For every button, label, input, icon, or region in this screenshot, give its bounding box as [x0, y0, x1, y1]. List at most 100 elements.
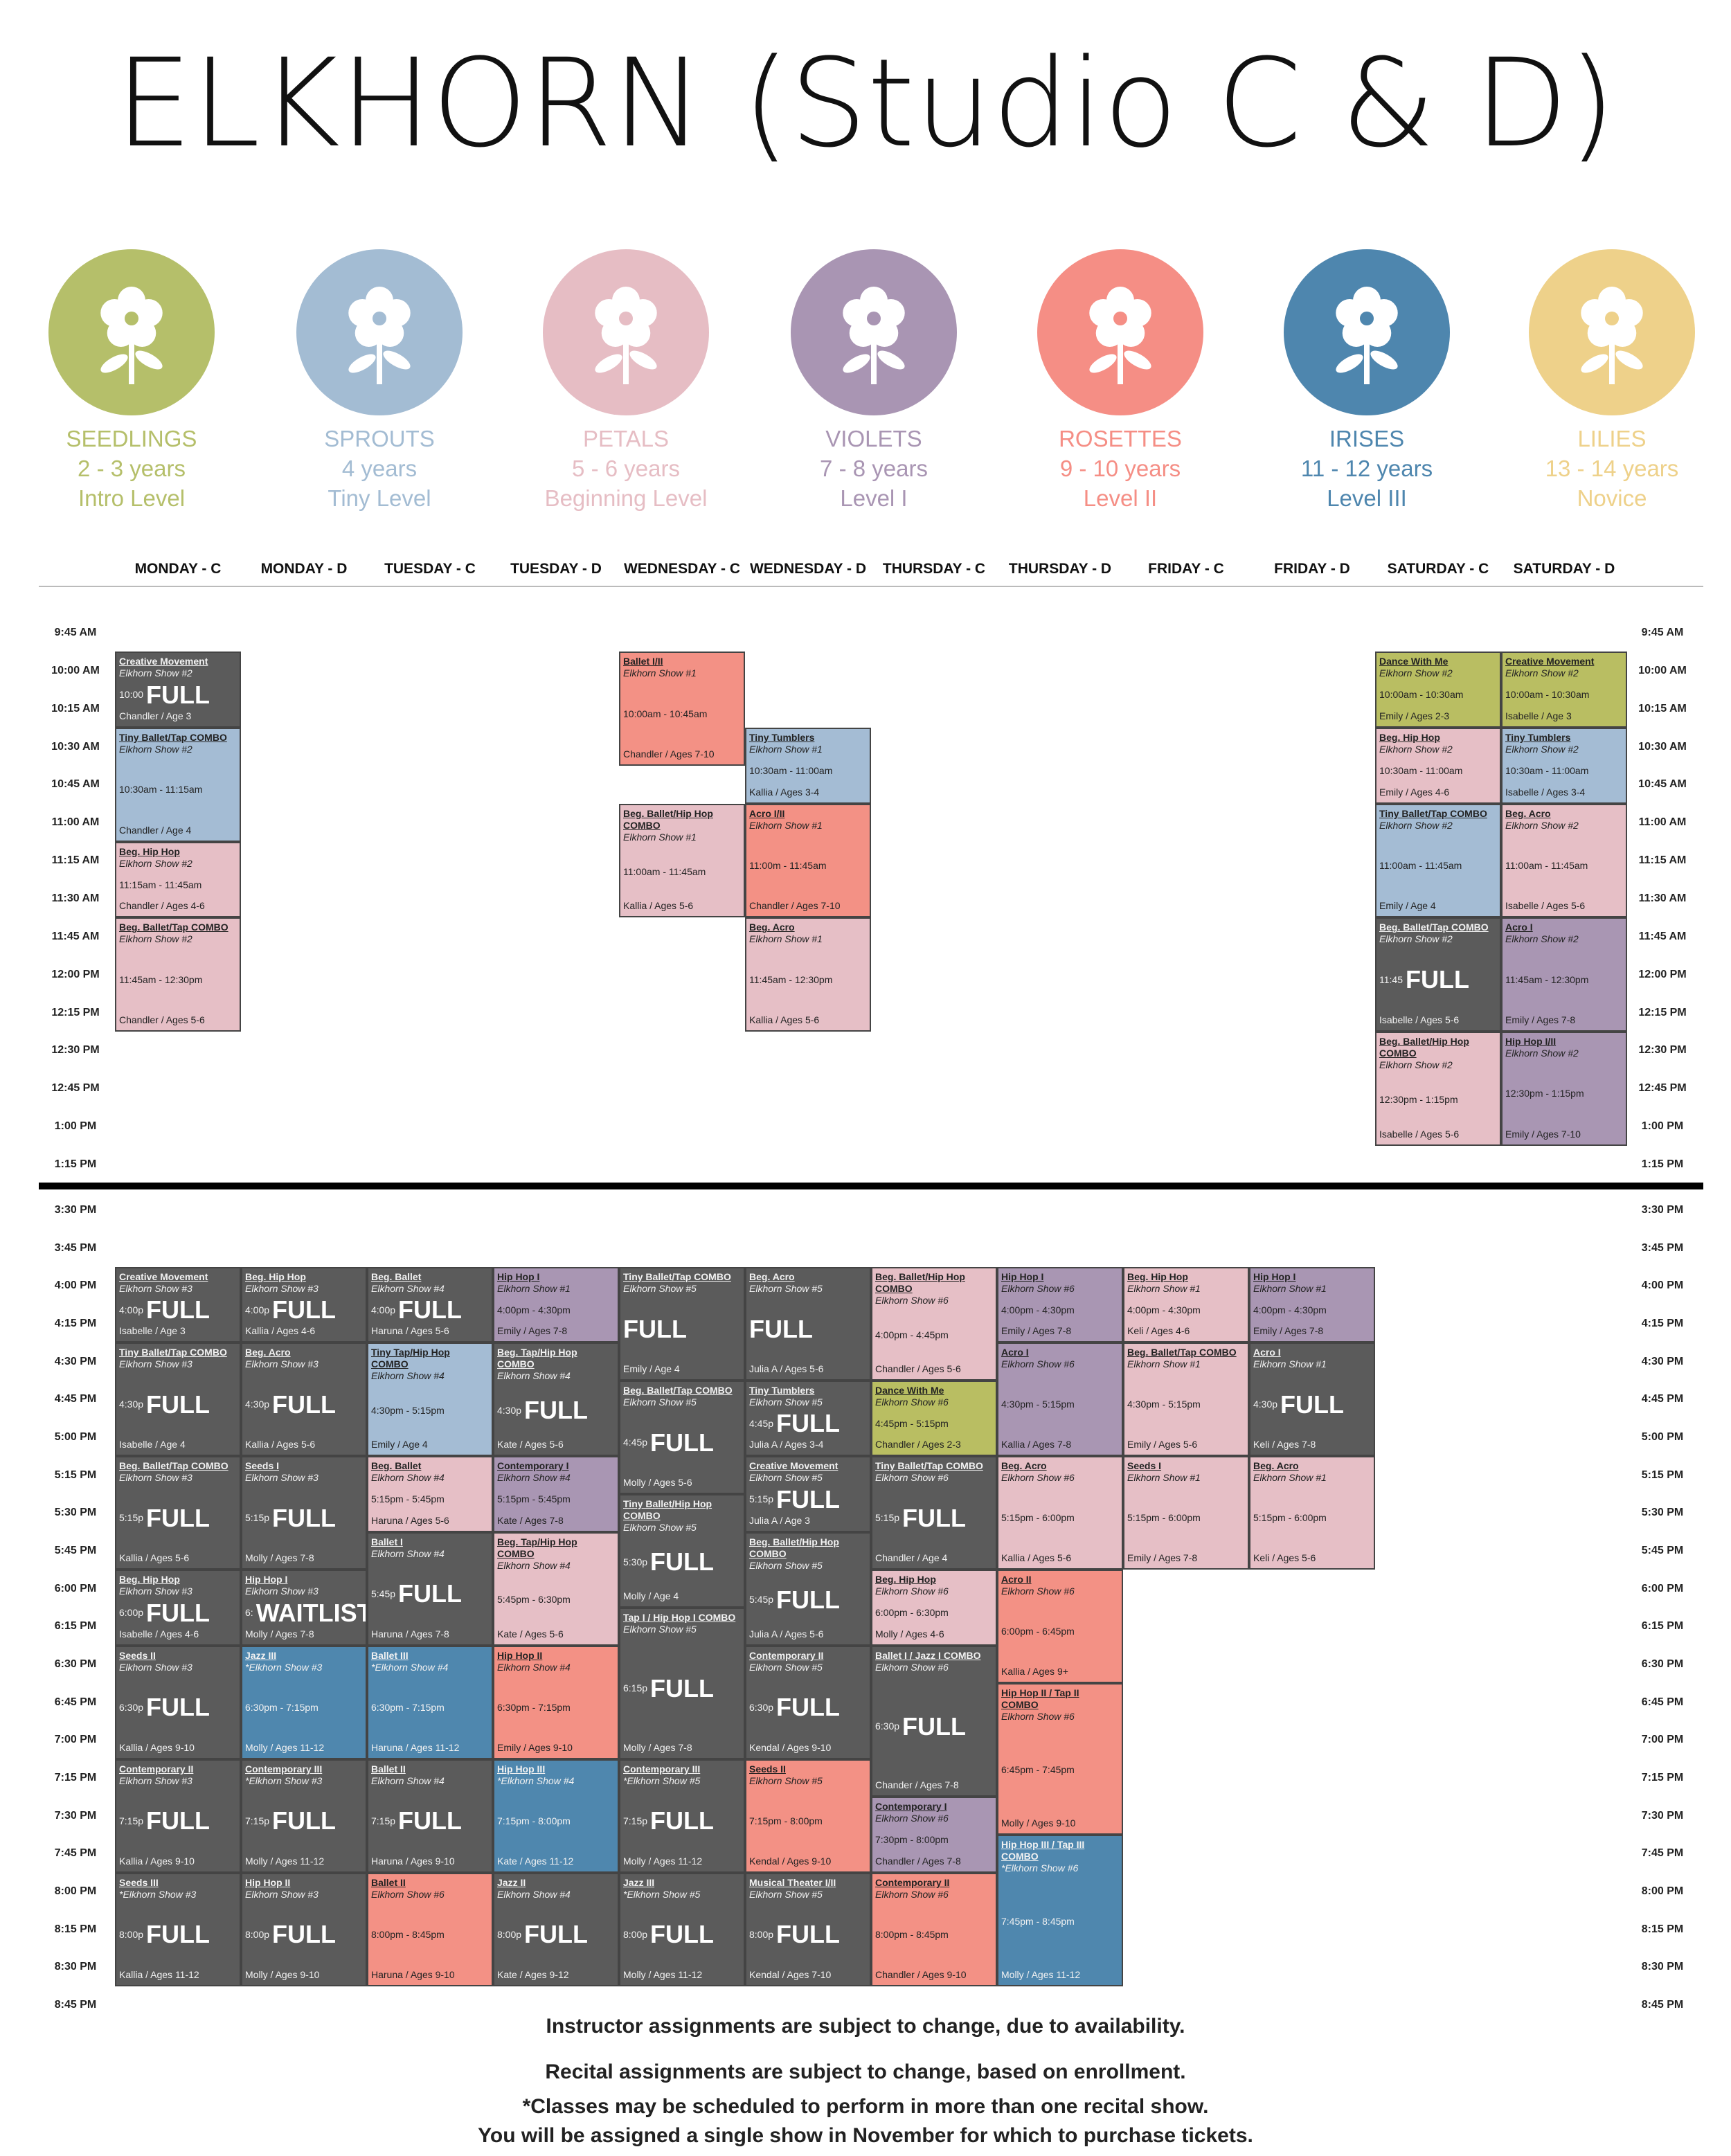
- time-label: 12:00 PM: [1638, 968, 1687, 980]
- time-label: 11:00 AM: [51, 816, 100, 829]
- time-label: 4:45 PM: [1641, 1393, 1684, 1405]
- class-show: Elkhorn Show #4: [497, 1472, 571, 1484]
- class-name: Contemporary III: [623, 1763, 701, 1775]
- time-label: 6:30 PM: [1641, 1658, 1684, 1671]
- class-time-row: FULL: [749, 1315, 867, 1342]
- footnote: You will be assigned a single show in No…: [478, 2124, 1253, 2147]
- day-header: WEDNESDAY - C: [623, 561, 741, 577]
- class-time-row: 11:45am - 12:30pm: [1505, 974, 1623, 986]
- level-level: Level II: [1083, 485, 1158, 511]
- class-status: FULL: [146, 1503, 210, 1532]
- class-time-row: 8:00p FULL: [623, 1921, 741, 1948]
- flower-glyph: [843, 287, 905, 384]
- level-ages: 13 - 14 years: [1545, 456, 1679, 481]
- class-show: Elkhorn Show #3: [245, 1472, 319, 1484]
- class-time-row: 5:30p FULL: [623, 1549, 741, 1575]
- day-header: FRIDAY - C: [1148, 561, 1224, 577]
- class-show: Elkhorn Show #4: [497, 1559, 571, 1571]
- class-name: Beg. Acro: [245, 1347, 291, 1358]
- class-show: Elkhorn Show #3: [119, 1585, 192, 1597]
- level-icon: [1037, 249, 1203, 415]
- class-block: Beg. Ballet/Hip Hop COMBO Elkhorn Show #5…: [745, 1531, 871, 1646]
- class-time-row: 4:00p FULL: [371, 1297, 489, 1323]
- class-show: *Elkhorn Show #5: [623, 1888, 701, 1900]
- class-time: 5:15pm - 5:45pm: [497, 1493, 571, 1504]
- class-block: Ballet I/II Elkhorn Show #1 10:00am - 10:4…: [619, 652, 745, 766]
- class-time: 7:45pm - 8:45pm: [1001, 1915, 1075, 1927]
- class-time-row: 5:15p FULL: [119, 1503, 237, 1532]
- time-label: 12:15 PM: [1638, 1006, 1687, 1018]
- class-status: FULL: [902, 1503, 967, 1532]
- class-instructor: Kendal / Ages 7-10: [749, 1968, 832, 1980]
- class-block: Beg. Ballet/Tap COMBO Elkhorn Show #2 11:4…: [1375, 917, 1501, 1032]
- class-show: Elkhorn Show #3: [119, 1472, 192, 1484]
- level-name: LILIES: [1577, 426, 1647, 451]
- class-time-row: 6:30pm - 7:15pm: [371, 1702, 489, 1714]
- time-label: 11:30 AM: [1638, 892, 1687, 905]
- class-time-row: 4:30p FULL: [245, 1391, 363, 1418]
- class-status: FULL: [146, 1693, 210, 1722]
- class-time: 7:15p: [245, 1815, 270, 1826]
- class-instructor: Haruna / Ages 5-6: [371, 1325, 449, 1337]
- class-block: Acro I Elkhorn Show #1 4:30p FULL Keli / Age…: [1249, 1342, 1375, 1457]
- class-time-row: 6:30p FULL: [749, 1694, 867, 1721]
- class-time: 4:30pm - 5:15pm: [371, 1404, 445, 1416]
- time-label: 3:45 PM: [54, 1241, 97, 1254]
- class-name: Dance With Me: [875, 1385, 944, 1396]
- footnote: Instructor assignments are subject to ch…: [546, 2015, 1185, 2038]
- class-show: Elkhorn Show #2: [1379, 819, 1453, 831]
- class-time: 6:30p: [119, 1701, 144, 1713]
- class-time-row: 11:15am - 11:45am: [119, 879, 237, 891]
- class-status: FULL: [623, 1314, 687, 1343]
- class-show: Elkhorn Show #4: [371, 1370, 445, 1382]
- class-time-row: 8:00p FULL: [749, 1921, 867, 1948]
- class-name: Beg. Hip Hop: [245, 1271, 306, 1282]
- class-name: Beg. Ballet/Tap COMBO: [1127, 1347, 1237, 1358]
- class-name: Ballet II: [371, 1876, 406, 1888]
- level-icon: [791, 249, 957, 415]
- time-label: 6:45 PM: [54, 1696, 97, 1708]
- class-instructor: Kallia / Ages 4-6: [245, 1325, 316, 1337]
- class-time-row: 5:15pm - 5:45pm: [497, 1493, 615, 1505]
- class-show: Elkhorn Show #4: [371, 1472, 445, 1484]
- class-status: FULL: [902, 1712, 967, 1741]
- class-show: *Elkhorn Show #3: [245, 1775, 323, 1786]
- class-time-row: 5:15pm - 6:00pm: [1127, 1512, 1245, 1524]
- class-instructor: Emily / Ages 7-8: [1127, 1552, 1198, 1564]
- class-time-row: 7:15p FULL: [623, 1808, 741, 1834]
- class-instructor: Chandler / Ages 2-3: [875, 1439, 961, 1450]
- class-block: Contemporary II Elkhorn Show #5 6:30p FULL K…: [745, 1645, 871, 1759]
- time-label: 8:00 PM: [54, 1885, 97, 1898]
- class-block: Ballet I Elkhorn Show #4 5:45p FULL Haruna /…: [367, 1531, 493, 1646]
- class-instructor: Kallia / Ages 5-6: [1001, 1552, 1072, 1564]
- class-show: Elkhorn Show #2: [1379, 933, 1453, 945]
- class-block: Hip Hop I/II Elkhorn Show #2 12:30pm - 1:1…: [1501, 1032, 1627, 1146]
- flower-glyph: [1336, 287, 1398, 384]
- class-time: 8:00p: [119, 1928, 144, 1940]
- class-block: Jazz III *Elkhorn Show #5 8:00p FULL Molly /…: [619, 1872, 745, 1986]
- class-time: 4:00pm - 4:45pm: [875, 1329, 949, 1340]
- time-label: 5:00 PM: [1641, 1431, 1684, 1444]
- class-show: Elkhorn Show #2: [1379, 667, 1453, 679]
- class-show: Elkhorn Show #4: [371, 1283, 445, 1294]
- class-time: 10:00am - 10:30am: [1379, 689, 1464, 701]
- class-time: 5:15p: [749, 1493, 774, 1504]
- class-name: Tiny Ballet/Tap COMBO: [119, 732, 227, 744]
- class-block: Beg. Hip Hop Elkhorn Show #3 4:00p FULL Kall…: [241, 1267, 367, 1343]
- class-instructor: Molly / Ages 5-6: [623, 1477, 692, 1488]
- class-show: Elkhorn Show #1: [623, 667, 697, 679]
- class-time-row: 12:30pm - 1:15pm: [1379, 1094, 1497, 1106]
- class-instructor: Molly / Ages 7-8: [623, 1741, 692, 1753]
- class-time-row: 5:45p FULL: [749, 1586, 867, 1613]
- class-instructor: Emily / Ages 7-8: [1505, 1014, 1576, 1025]
- class-status: FULL: [1406, 965, 1469, 994]
- class-time: 4:00pm - 4:30pm: [1127, 1304, 1201, 1315]
- class-time: 11:00am - 11:45am: [623, 865, 706, 877]
- class-time: 8:00p: [497, 1928, 522, 1940]
- class-time: 11:45am - 12:30pm: [749, 973, 833, 985]
- time-label: 5:15 PM: [1641, 1468, 1684, 1481]
- class-name: Acro I: [1001, 1347, 1029, 1358]
- class-block: Contemporary III *Elkhorn Show #5 7:15p FUL…: [619, 1759, 745, 1873]
- class-time: 4:30p: [497, 1404, 522, 1416]
- class-block: Creative Movement Elkhorn Show #5 5:15p FUL…: [745, 1456, 871, 1532]
